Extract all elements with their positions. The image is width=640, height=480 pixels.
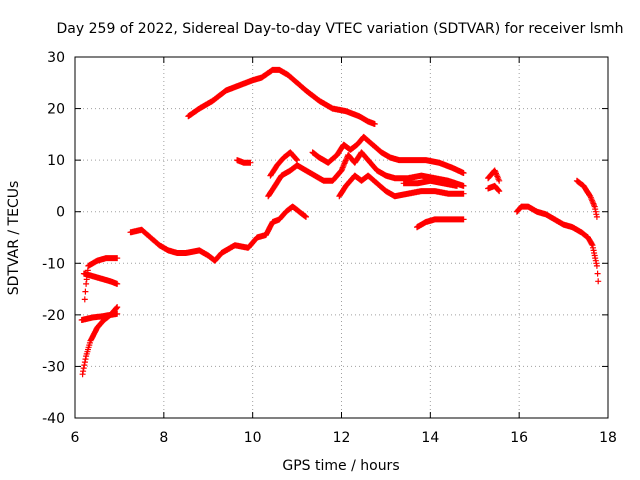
tick-labels: 6 8 10 12 14 16 18 -40 -30 -20 -10 0 10 20 30 [42,50,617,446]
plot-frame [74,56,609,419]
series-arc-2 [78,310,121,323]
x-tick-label: 8 [159,430,168,446]
series-arc-10 [309,133,467,176]
series-arc-7 [234,157,254,166]
data-marks [267,149,301,179]
series-arc-6 [185,66,378,127]
data-marks [234,157,254,166]
data-marks [513,203,602,285]
series-arc-8 [265,149,467,200]
series-arc-14 [485,167,503,184]
series-arc-9 [267,149,301,179]
series-arc-5 [127,203,309,264]
x-axis-label: GPS time / hours [282,458,399,474]
data-marks [185,66,378,127]
y-axis-label: SDTVAR / TECUs [6,181,22,296]
data-marks [81,255,121,303]
x-tick-label: 6 [71,430,80,446]
series-arc-13 [414,216,467,231]
series-arc-4 [81,255,121,303]
data-series [78,66,602,378]
y-tick-label: 0 [56,205,65,221]
grid [75,57,608,418]
data-marks [414,216,467,231]
data-marks [265,149,467,200]
y-tick-label: 10 [47,153,65,169]
y-tick-label: -40 [42,411,65,427]
data-marks [485,182,503,195]
data-marks [573,177,600,220]
x-tick-label: 10 [244,430,262,446]
series-arc-15 [485,182,503,195]
series-arc-12 [400,177,460,189]
series-arc-17 [573,177,600,220]
data-marks [127,203,309,264]
x-tick-label: 18 [599,430,617,446]
y-tick-label: -20 [42,308,65,324]
x-tick-label: 16 [510,430,528,446]
y-tick-label: 30 [47,50,65,66]
series-arc-11 [336,172,467,200]
y-tick-label: -10 [42,256,65,272]
x-tick-label: 12 [333,430,351,446]
data-marks [400,177,460,189]
chart-title: Day 259 of 2022, Sidereal Day-to-day VTE… [57,21,624,37]
data-marks [485,167,503,184]
data-marks [309,133,467,176]
x-tick-label: 14 [421,430,439,446]
series-arc-16 [513,203,602,285]
y-tick-label: -30 [42,359,65,375]
data-marks [78,310,121,323]
y-tick-label: 20 [47,102,65,118]
data-marks [336,172,467,200]
